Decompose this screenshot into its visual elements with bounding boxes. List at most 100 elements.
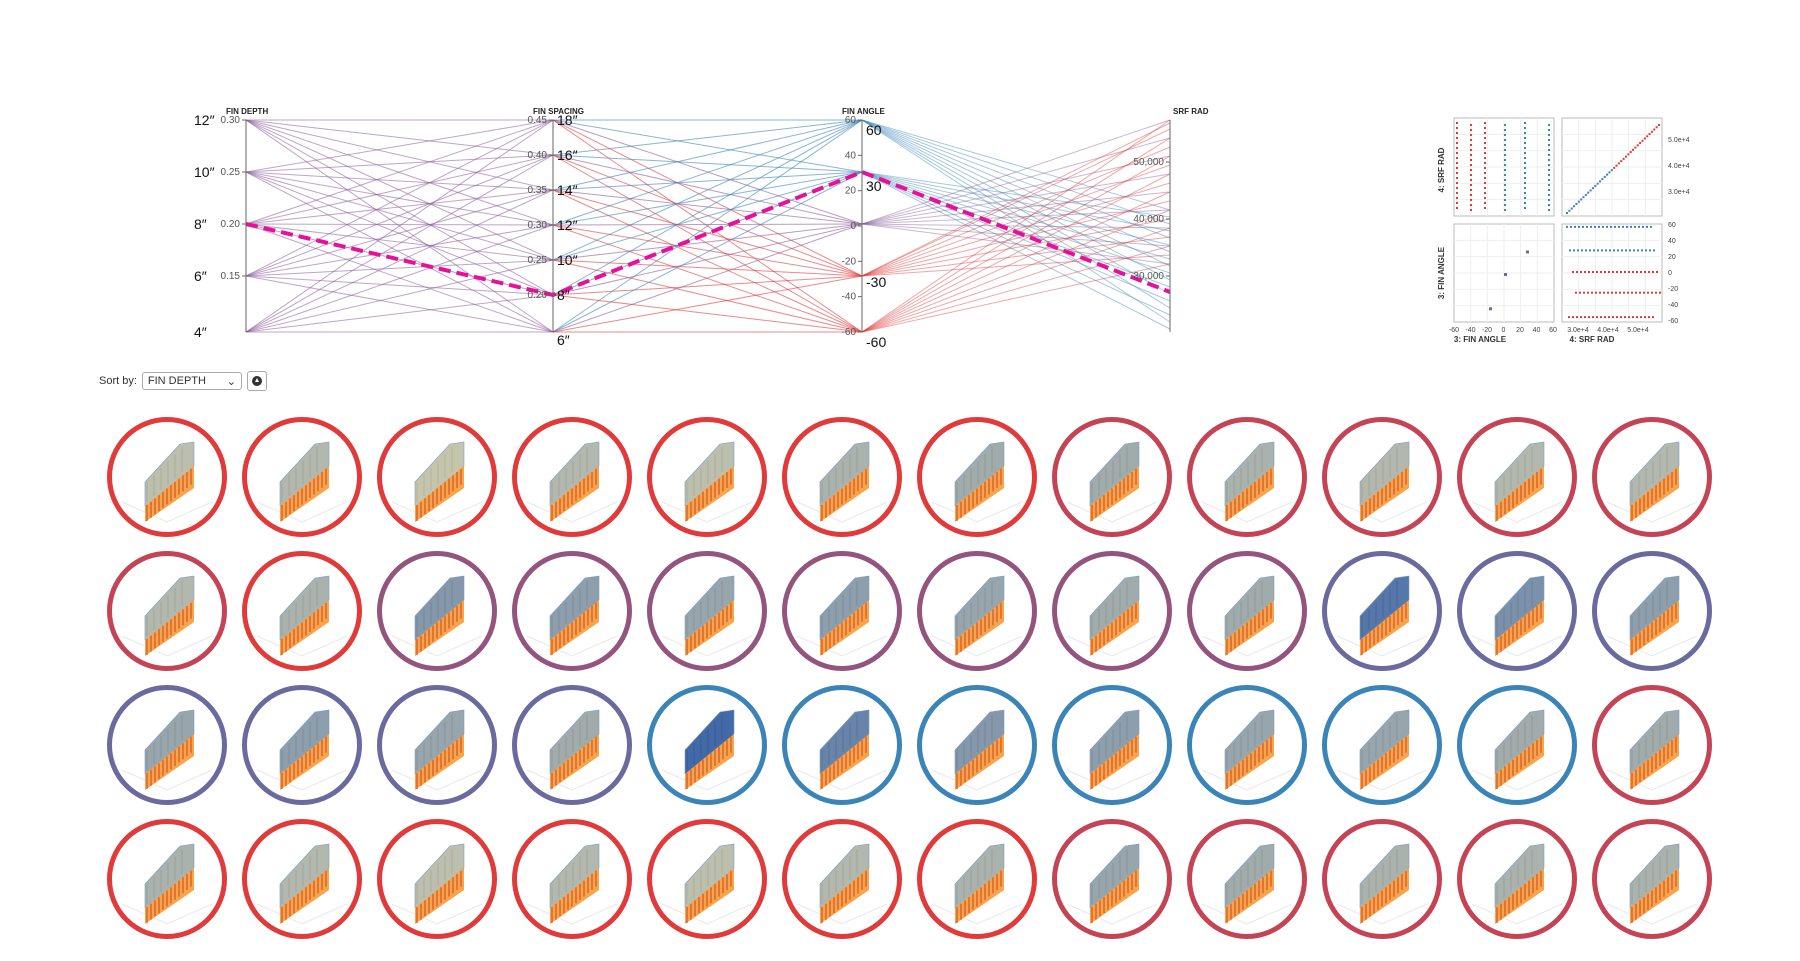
- tick-label: 5.0e+4: [1627, 327, 1649, 334]
- design-thumbnail[interactable]: [1187, 685, 1307, 805]
- scatter-point: [1524, 137, 1526, 139]
- scatter-point: [1456, 167, 1458, 169]
- design-thumbnail[interactable]: [917, 417, 1037, 537]
- pc-segment: [245, 154, 554, 173]
- design-thumbnail[interactable]: [377, 819, 497, 939]
- ground-line: [1606, 769, 1698, 791]
- design-thumbnail[interactable]: [1187, 551, 1307, 671]
- scatter-point: [1548, 139, 1550, 141]
- scatter-point: [1504, 134, 1506, 136]
- scatter-point: [1594, 184, 1597, 187]
- design-thumbnail[interactable]: [107, 417, 227, 537]
- facade-face: [145, 734, 194, 790]
- design-thumbnail[interactable]: [647, 819, 767, 939]
- pc-segment: [861, 119, 1171, 267]
- sort-select[interactable]: FIN DEPTH ⌄: [141, 372, 242, 390]
- design-thumbnail[interactable]: [1322, 551, 1442, 671]
- facade-face: [685, 734, 734, 790]
- scatter-point: [1624, 316, 1626, 319]
- design-thumbnail[interactable]: [242, 551, 362, 671]
- scatter-point: [1548, 129, 1550, 131]
- design-thumbnail[interactable]: [782, 551, 902, 671]
- facade-face: [1090, 734, 1139, 790]
- design-thumbnail[interactable]: [1592, 685, 1712, 805]
- scatter-point: [1616, 316, 1618, 319]
- design-thumbnail[interactable]: [242, 685, 362, 805]
- scatter-point: [1504, 189, 1506, 191]
- design-thumbnail[interactable]: [107, 685, 227, 805]
- scatter-point: [1548, 154, 1550, 156]
- pc-segment: [861, 171, 1171, 232]
- scatter-point: [1634, 225, 1636, 228]
- design-thumbnail[interactable]: [1322, 685, 1442, 805]
- design-thumbnail[interactable]: [1592, 819, 1712, 939]
- scatter-point: [1644, 316, 1646, 319]
- facade-face: [145, 600, 194, 656]
- design-thumbnail[interactable]: [512, 417, 632, 537]
- ground-line: [796, 635, 888, 657]
- scatter-point: [1653, 249, 1655, 252]
- pc-segment: [245, 154, 554, 225]
- scatter-point: [1456, 147, 1458, 149]
- design-thumbnail[interactable]: [782, 819, 902, 939]
- design-thumbnail[interactable]: [917, 685, 1037, 805]
- scatter-point: [1484, 142, 1486, 144]
- design-thumbnail[interactable]: [242, 819, 362, 939]
- ground-line: [1066, 635, 1158, 657]
- ground-line: [796, 903, 888, 925]
- pc-segment: [552, 171, 863, 333]
- design-thumbnail[interactable]: [377, 551, 497, 671]
- scatter-point: [1484, 172, 1486, 174]
- design-thumbnail[interactable]: [647, 417, 767, 537]
- design-thumbnail[interactable]: [377, 417, 497, 537]
- design-thumbnail[interactable]: [377, 685, 497, 805]
- design-thumbnail[interactable]: [512, 819, 632, 939]
- design-thumbnail[interactable]: [1052, 417, 1172, 537]
- scatter-point: [1470, 204, 1472, 206]
- design-thumbnail[interactable]: [242, 417, 362, 537]
- pc-segment: [861, 155, 1171, 333]
- building-facade-icon: [1606, 709, 1698, 791]
- design-thumbnail[interactable]: [917, 551, 1037, 671]
- design-thumbnail[interactable]: [1052, 551, 1172, 671]
- scatter-point: [1548, 159, 1550, 161]
- design-thumbnail[interactable]: [1457, 417, 1577, 537]
- scatter-point: [1582, 196, 1585, 199]
- tick-label: -20: [1482, 327, 1492, 334]
- design-thumbnail[interactable]: [1457, 819, 1577, 939]
- design-thumbnail[interactable]: [1052, 685, 1172, 805]
- building-facade-icon: [1201, 441, 1293, 523]
- scatter-point: [1548, 199, 1550, 201]
- design-thumbnail[interactable]: [1187, 819, 1307, 939]
- building-facade-icon: [1201, 843, 1293, 925]
- scatter-point: [1630, 225, 1632, 228]
- design-thumbnail[interactable]: [107, 551, 227, 671]
- pc-segment: [861, 191, 1171, 225]
- tick-label: 0.40: [528, 150, 548, 161]
- scatter-point: [1470, 159, 1472, 161]
- design-thumbnail[interactable]: [647, 685, 767, 805]
- design-thumbnail[interactable]: [647, 551, 767, 671]
- scatter-point: [1639, 291, 1641, 294]
- design-thumbnail[interactable]: [512, 685, 632, 805]
- design-thumbnail[interactable]: [1322, 417, 1442, 537]
- design-thumbnail[interactable]: [1322, 819, 1442, 939]
- design-thumbnail[interactable]: [1052, 819, 1172, 939]
- design-thumbnail[interactable]: [1592, 551, 1712, 671]
- design-thumbnail[interactable]: [1187, 417, 1307, 537]
- design-thumbnail[interactable]: [1457, 685, 1577, 805]
- sort-direction-button[interactable]: [246, 371, 267, 391]
- axis-title-fin_spacing: FIN SPACING: [533, 107, 584, 116]
- pc-segment: [861, 227, 1171, 333]
- scatter-point: [1613, 249, 1615, 252]
- design-thumbnail[interactable]: [782, 685, 902, 805]
- tick-label: -40: [1465, 327, 1475, 334]
- design-thumbnail[interactable]: [782, 417, 902, 537]
- design-thumbnail[interactable]: [917, 819, 1037, 939]
- design-thumbnail[interactable]: [1592, 417, 1712, 537]
- design-thumbnail[interactable]: [107, 819, 227, 939]
- scatter-point: [1646, 225, 1648, 228]
- scatter-point: [1588, 271, 1590, 273]
- design-thumbnail[interactable]: [512, 551, 632, 671]
- design-thumbnail[interactable]: [1457, 551, 1577, 671]
